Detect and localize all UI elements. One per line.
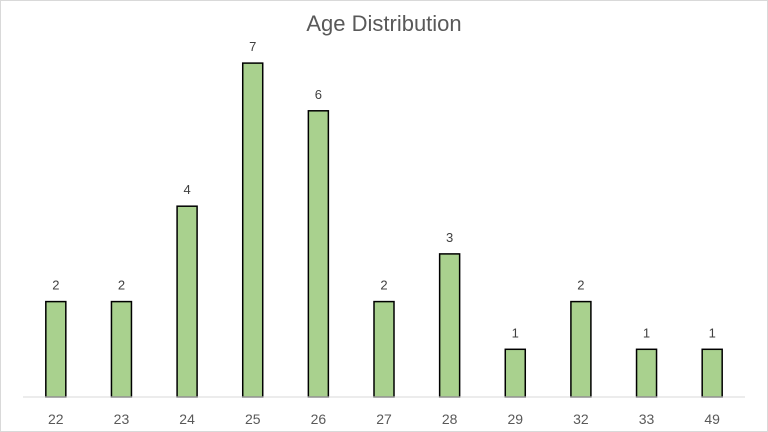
bar-27 — [373, 300, 395, 398]
data-label-25: 7 — [249, 39, 256, 54]
data-label-49: 1 — [709, 325, 716, 340]
data-label-27: 2 — [380, 278, 387, 293]
x-tick-label-29: 29 — [507, 411, 523, 427]
x-tick-labels-layer: 22 23 24 25 26 27 28 29 32 33 49 — [48, 411, 720, 427]
bars-layer — [45, 62, 723, 398]
data-label-29: 1 — [512, 325, 519, 340]
x-tick-label-24: 24 — [179, 411, 195, 427]
x-tick-label-27: 27 — [376, 411, 392, 427]
bar-22 — [45, 300, 67, 398]
bar-25 — [241, 62, 264, 398]
x-tick-label-33: 33 — [639, 411, 655, 427]
data-label-22: 2 — [52, 278, 59, 293]
data-label-32: 2 — [577, 278, 584, 293]
bar-49 — [701, 348, 723, 398]
bar-24 — [176, 205, 198, 398]
x-tick-label-49: 49 — [704, 411, 720, 427]
data-label-26: 6 — [315, 87, 322, 102]
data-label-23: 2 — [118, 278, 125, 293]
bar-32 — [570, 300, 592, 398]
bar-23 — [110, 300, 133, 398]
bar-29 — [504, 348, 527, 398]
bar-33 — [635, 348, 658, 398]
x-tick-label-26: 26 — [311, 411, 327, 427]
data-label-33: 1 — [643, 325, 650, 340]
x-tick-label-23: 23 — [114, 411, 130, 427]
bar-28 — [438, 253, 461, 398]
bar-26 — [307, 110, 330, 398]
x-tick-label-32: 32 — [573, 411, 589, 427]
x-tick-label-25: 25 — [245, 411, 261, 427]
x-tick-label-28: 28 — [442, 411, 458, 427]
data-label-24: 4 — [183, 182, 190, 197]
x-tick-label-22: 22 — [48, 411, 64, 427]
data-labels-layer: 2 2 4 7 6 2 3 1 2 1 1 — [52, 39, 716, 340]
chart-title: Age Distribution — [306, 11, 462, 36]
data-label-28: 3 — [446, 230, 453, 245]
